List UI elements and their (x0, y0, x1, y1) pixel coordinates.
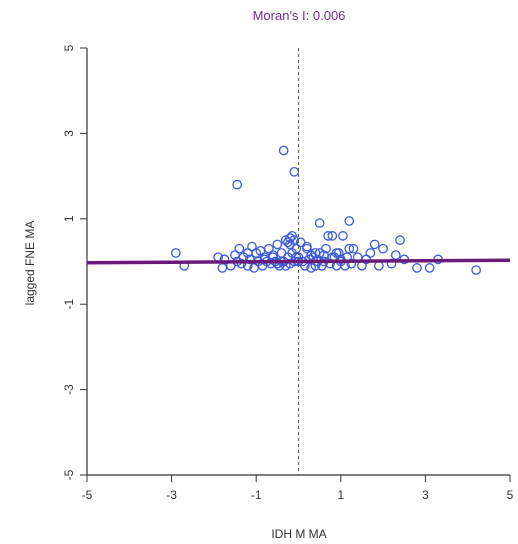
data-point (390, 250, 401, 260)
data-point (424, 263, 435, 273)
data-point (412, 263, 422, 273)
chart-title: Moran's I: 0.006 (253, 8, 346, 23)
data-point (232, 179, 243, 190)
data-point (323, 231, 333, 241)
data-point (289, 166, 300, 177)
y-tick-label-2: -1 (62, 299, 76, 310)
data-point (378, 243, 388, 254)
data-point (170, 248, 181, 258)
y-tick-label-4: 3 (62, 130, 76, 137)
data-point (331, 248, 342, 258)
data-point (272, 239, 283, 250)
data-point (471, 265, 482, 275)
overlays (86, 48, 511, 475)
y-tick-label-3: 1 (62, 215, 76, 222)
data-point (395, 235, 405, 245)
x-tick-label-0: -5 (82, 488, 93, 502)
data-point (338, 231, 348, 241)
data-points (170, 145, 482, 275)
data-point (306, 250, 317, 260)
x-tick-label-3: 1 (337, 488, 344, 502)
data-point (234, 243, 245, 254)
data-point (278, 145, 289, 156)
x-axis-label: IDH M MA (271, 527, 326, 541)
data-point (374, 260, 384, 271)
data-point (327, 231, 338, 241)
x-tick-label-5: 5 (507, 488, 514, 502)
y-tick-label-0: -5 (62, 469, 76, 480)
data-point (365, 248, 376, 258)
regression-line (86, 258, 511, 265)
data-point (242, 248, 253, 258)
data-point (344, 243, 355, 254)
data-point (285, 239, 295, 250)
data-point (302, 241, 312, 252)
data-point (369, 239, 380, 250)
x-tick-label-1: -3 (166, 488, 177, 502)
y-tick-label-5: 5 (62, 44, 76, 51)
x-tick-label-2: -1 (251, 488, 262, 502)
axes: -5 -3 -1 1 3 5 -5 -3 -1 1 3 5 (62, 44, 514, 502)
data-point (236, 258, 247, 269)
data-point (314, 218, 325, 228)
data-point (217, 263, 228, 273)
data-point (348, 243, 359, 254)
x-tick-label-4: 3 (422, 488, 429, 502)
y-tick-label-1: -3 (62, 384, 76, 395)
y-axis-label: lagged FNE MA (23, 221, 37, 306)
data-point (344, 216, 355, 226)
